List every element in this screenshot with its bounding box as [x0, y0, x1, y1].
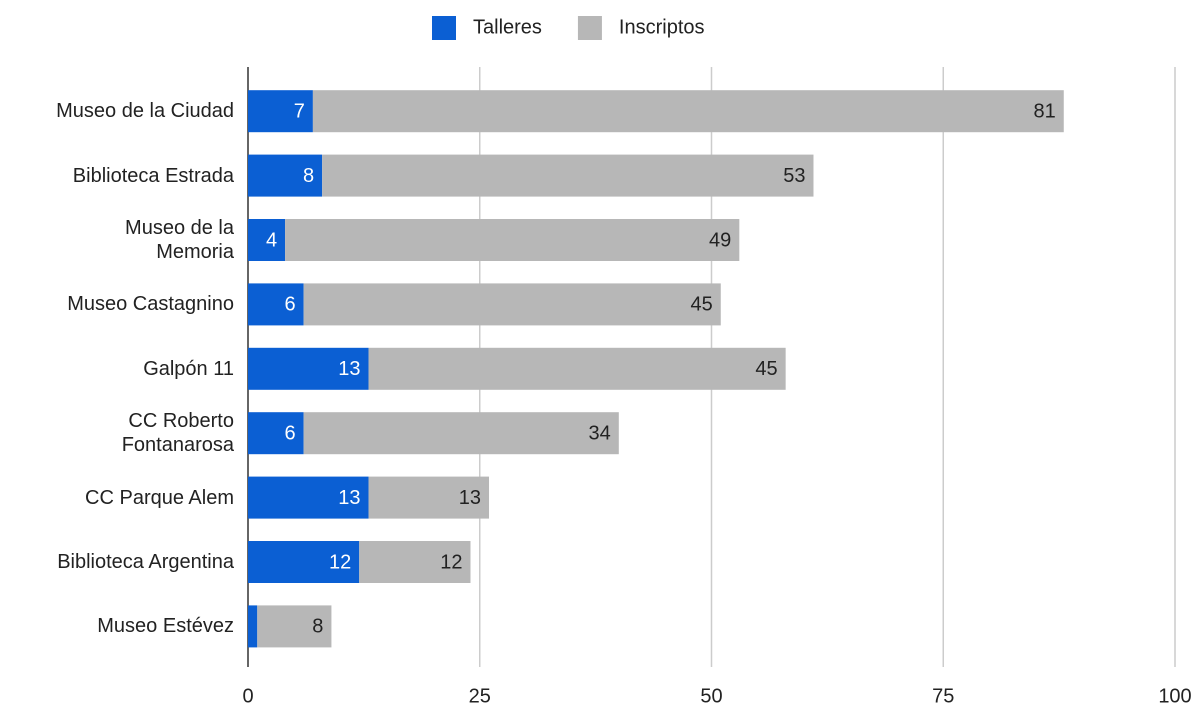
data-label: 12	[329, 551, 351, 573]
legend-label: Inscriptos	[619, 16, 705, 38]
bar-segment	[368, 476, 490, 519]
y-tick-label: Museo Estévez	[97, 615, 234, 638]
data-label: 13	[338, 487, 360, 509]
y-tick-label: Museo de la Memoria	[125, 217, 234, 263]
bar-segment	[322, 154, 814, 197]
data-label: 12	[440, 551, 462, 573]
data-label: 13	[459, 487, 481, 509]
x-tick-label: 0	[242, 685, 253, 707]
x-tick-label: 75	[932, 685, 954, 707]
x-tick-label: 100	[1158, 685, 1191, 707]
bar-segment	[248, 605, 258, 648]
data-label: 49	[709, 229, 731, 251]
bar-segment	[248, 90, 313, 133]
bar-segment	[257, 605, 332, 648]
data-label: 45	[691, 294, 713, 316]
bar-segment	[312, 90, 1064, 133]
bar-segment	[248, 219, 286, 261]
bar-segment	[248, 283, 304, 326]
bar-segment	[368, 347, 786, 390]
y-tick-label: Biblioteca Argentina	[57, 551, 234, 573]
data-label: 6	[284, 294, 295, 316]
data-label: 34	[589, 422, 611, 444]
data-label: 8	[303, 165, 314, 187]
y-tick-label: Biblioteca Estrada	[72, 164, 234, 187]
x-tick-label: 50	[700, 685, 722, 707]
y-tick-label: Galpón 11	[143, 357, 234, 380]
legend-swatch	[432, 16, 456, 40]
data-label: 8	[312, 616, 323, 638]
data-label: 7	[294, 100, 305, 122]
bar-segment	[248, 476, 369, 519]
data-label: 6	[284, 422, 295, 444]
bar-segment	[248, 154, 323, 197]
data-label: 13	[338, 358, 360, 380]
data-label: 81	[1034, 100, 1056, 122]
data-label: 45	[755, 358, 777, 380]
data-label: 4	[266, 229, 277, 251]
y-tick-label: Museo Castagnino	[67, 293, 234, 316]
bar-segment	[359, 541, 471, 583]
bar-segment	[303, 283, 721, 326]
bar-segment	[303, 412, 619, 455]
legend-label: Talleres	[473, 16, 542, 38]
y-tick-label: CC Roberto Fontanarosa	[121, 410, 234, 457]
data-label: 53	[783, 165, 805, 187]
x-tick-label: 25	[469, 685, 491, 707]
y-tick-label: Museo de la Ciudad	[56, 100, 234, 123]
bar-segment	[248, 541, 360, 583]
bar-segment	[248, 347, 369, 390]
bar-segment	[248, 412, 304, 455]
bar-segment	[285, 219, 740, 261]
legend-swatch	[577, 16, 602, 40]
y-tick-label: CC Parque Alem	[85, 486, 234, 509]
